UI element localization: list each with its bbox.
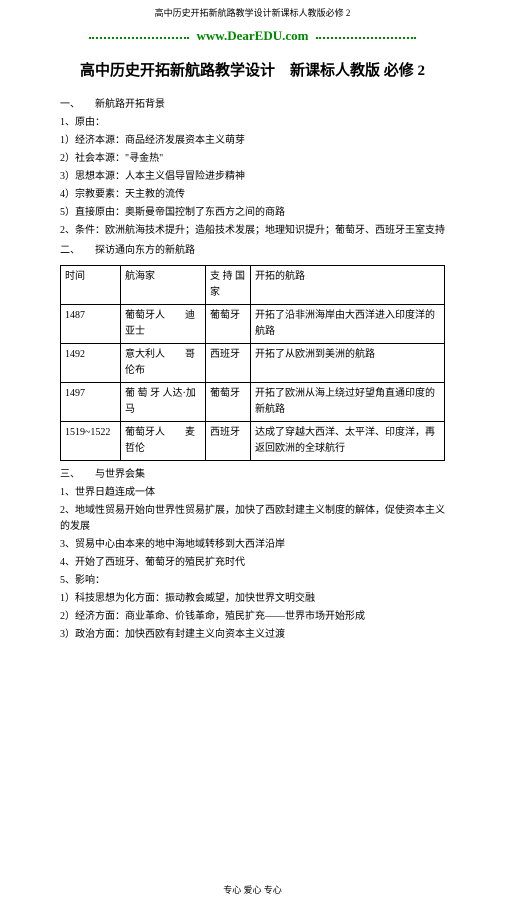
s3-item-6: 1）科技思想为化方面：振动教会威望，加快世界文明交融 [60,591,445,607]
table-header-row: 时间 航海家 支 持 国家 开拓的航路 [61,266,445,305]
cell-country: 西班牙 [206,422,251,461]
cell-time: 1519~1522 [61,422,121,461]
content-area: 一、 新航路开拓背景 1、原由： 1）经济本源：商品经济发展资本主义萌芽 2）社… [0,97,505,653]
s3-item-2: 2、地域性贸易开始向世界性贸易扩展，加快了西欧封建主义制度的解体，促使资本主义的… [60,503,445,535]
s1-item-5: 5）直接原由：奥斯曼帝国控制了东西方之间的商路 [60,205,445,221]
s1-item-3: 3）思想本源：人本主义倡导冒险进步精神 [60,169,445,185]
s1-item-4: 4）宗教要素：天主教的流传 [60,187,445,203]
cell-country: 葡萄牙 [206,305,251,344]
s1-item-6: 2、条件：欧洲航海技术提升；造船技术发展；地理知识提升；葡萄牙、西班牙王室支持 [60,223,445,239]
cell-route: 开拓了沿非洲海岸由大西洋进入印度洋的航路 [251,305,445,344]
th-route: 开拓的航路 [251,266,445,305]
section-3-heading: 三、 与世界会集 [60,467,445,483]
main-title: 高中历史开拓新航路教学设计 新课标人教版 必修 2 [0,55,505,93]
cell-time: 1487 [61,305,121,344]
cell-route: 达成了穿越大西洋、太平洋、印度洋，再返回欧洲的全球航行 [251,422,445,461]
table-row: 1497 葡 萄 牙 人达·加马 葡萄牙 开拓了欧洲从海上绕过好望角直通印度的新… [61,383,445,422]
banner-logo: www.DearEDU.com [0,24,505,55]
s1-item-2: 2）社会本源："寻金热" [60,151,445,167]
th-time: 时间 [61,266,121,305]
cell-route: 开拓了欧洲从海上绕过好望角直通印度的新航路 [251,383,445,422]
table-row: 1487 葡萄牙人 迪亚士 葡萄牙 开拓了沿非洲海岸由大西洋进入印度洋的航路 [61,305,445,344]
s3-item-3: 3、贸易中心由本来的地中海地域转移到大西洋沿岸 [60,537,445,553]
cell-time: 1497 [61,383,121,422]
s3-item-5: 5、影响： [60,573,445,589]
page-footer: 专心 爱心 专心 [0,653,505,897]
s3-item-1: 1、世界日趋连成一体 [60,485,445,501]
s1-item-1: 1）经济本源：商品经济发展资本主义萌芽 [60,133,445,149]
cell-navigator: 葡萄牙人 迪亚士 [121,305,206,344]
table-row: 1492 意大利人 哥伦布 西班牙 开拓了从欧洲到美洲的航路 [61,344,445,383]
section-2-heading: 二、 探访通向东方的新航路 [60,243,445,259]
s3-item-7: 2）经济方面：商业革命、价钱革命，殖民扩充——世界市场开始形成 [60,609,445,625]
cell-country: 西班牙 [206,344,251,383]
s3-item-4: 4、开始了西班牙、葡萄牙的殖民扩充时代 [60,555,445,571]
cell-route: 开拓了从欧洲到美洲的航路 [251,344,445,383]
cell-navigator: 葡 萄 牙 人达·加马 [121,383,206,422]
cell-time: 1492 [61,344,121,383]
voyages-table: 时间 航海家 支 持 国家 开拓的航路 1487 葡萄牙人 迪亚士 葡萄牙 开拓… [60,265,445,461]
th-country: 支 持 国家 [206,266,251,305]
s1-item-0: 1、原由： [60,115,445,131]
section-1-heading: 一、 新航路开拓背景 [60,97,445,113]
page-header: 高中历史开拓新航路教学设计新课标人教版必修 2 [0,0,505,24]
cell-navigator: 意大利人 哥伦布 [121,344,206,383]
cell-country: 葡萄牙 [206,383,251,422]
s3-item-8: 3）政治方面：加快西欧有封建主义向资本主义过渡 [60,627,445,643]
table-row: 1519~1522 葡萄牙人 麦哲伦 西班牙 达成了穿越大西洋、太平洋、印度洋，… [61,422,445,461]
th-navigator: 航海家 [121,266,206,305]
cell-navigator: 葡萄牙人 麦哲伦 [121,422,206,461]
